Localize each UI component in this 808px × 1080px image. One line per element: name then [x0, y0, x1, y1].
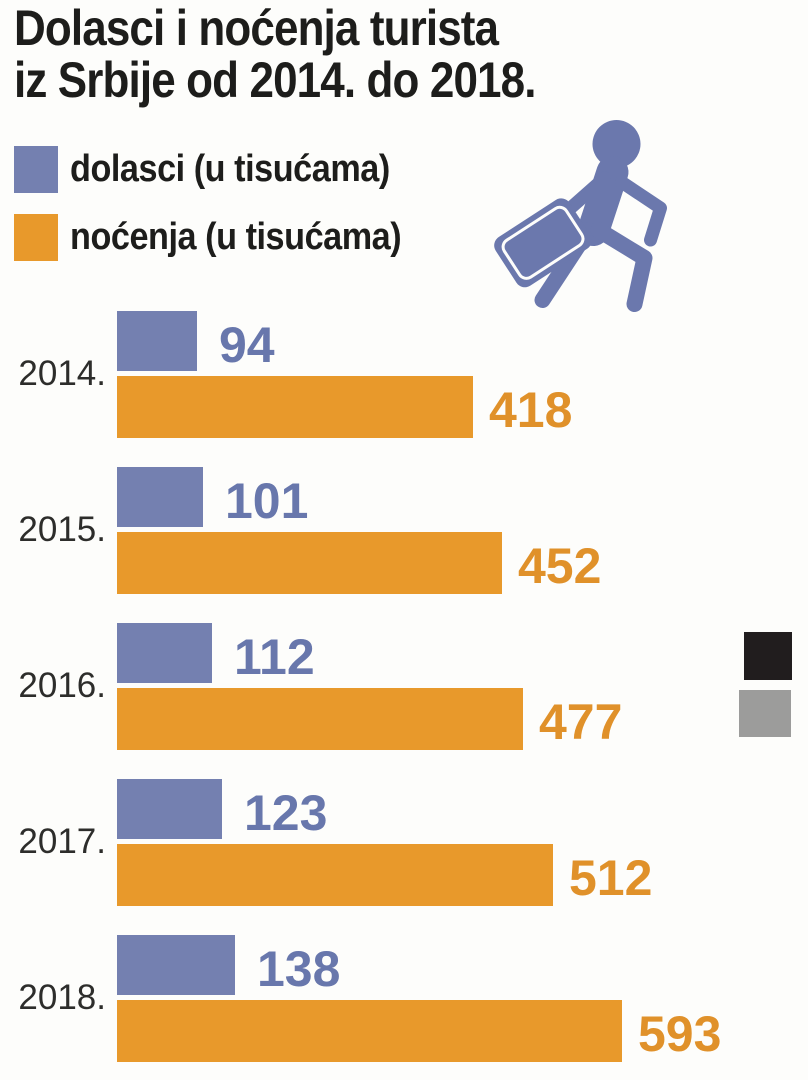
- year-label: 2015.: [18, 510, 106, 549]
- legend-label-dolasci: dolasci (u tisućama): [70, 148, 390, 190]
- value-dolasci: 112: [234, 629, 315, 685]
- traveler-icon: [494, 120, 667, 312]
- year-label: 2017.: [18, 822, 106, 861]
- year-label: 2016.: [18, 666, 106, 705]
- value-dolasci: 94: [219, 317, 275, 373]
- chart-row-2014: 2014. 94 418: [0, 311, 808, 438]
- bar-nocenja: [117, 1000, 622, 1062]
- legend-swatch-nocenja: [14, 214, 58, 261]
- value-nocenja: 512: [569, 850, 653, 906]
- chart-title-line2: iz Srbije od 2014. do 2018.: [14, 52, 536, 108]
- value-dolasci: 101: [225, 473, 309, 529]
- bar-nocenja: [117, 376, 473, 438]
- black-square-mark: [744, 632, 792, 680]
- chart-title-line1: Dolasci i noćenja turista: [14, 0, 499, 56]
- value-nocenja: 593: [638, 1006, 722, 1062]
- value-nocenja: 452: [518, 538, 602, 594]
- year-label: 2014.: [18, 354, 106, 393]
- bar-nocenja: [117, 844, 553, 906]
- value-nocenja: 477: [539, 694, 623, 750]
- bar-dolasci: [117, 311, 197, 371]
- bar-nocenja: [117, 532, 502, 594]
- bar-nocenja: [117, 688, 523, 750]
- chart-row-2016: 2016. 112 477: [0, 623, 808, 750]
- bar-dolasci: [117, 623, 212, 683]
- value-dolasci: 138: [257, 941, 341, 997]
- value-dolasci: 123: [244, 785, 328, 841]
- legend-label-nocenja: noćenja (u tisućama): [70, 216, 402, 258]
- bar-dolasci: [117, 467, 203, 527]
- legend-swatch-dolasci: [14, 146, 58, 193]
- bar-dolasci: [117, 779, 222, 839]
- chart-row-2017: 2017. 123 512: [0, 779, 808, 906]
- chart-row-2018: 2018. 138 593: [0, 935, 808, 1062]
- bar-chart: 2014. 94 418 2015. 101 452 2016. 112 477 2017. 123…: [0, 311, 808, 1080]
- gray-square-mark: [739, 690, 791, 737]
- value-nocenja: 418: [489, 382, 573, 438]
- chart-title: Dolasci i noćenja turista iz Srbije od 20…: [14, 2, 536, 106]
- chart-row-2015: 2015. 101 452: [0, 467, 808, 594]
- legend-item-nocenja: noćenja (u tisućama): [14, 214, 438, 261]
- legend-item-dolasci: dolasci (u tisućama): [14, 146, 425, 193]
- year-label: 2018.: [18, 978, 106, 1017]
- bar-dolasci: [117, 935, 235, 995]
